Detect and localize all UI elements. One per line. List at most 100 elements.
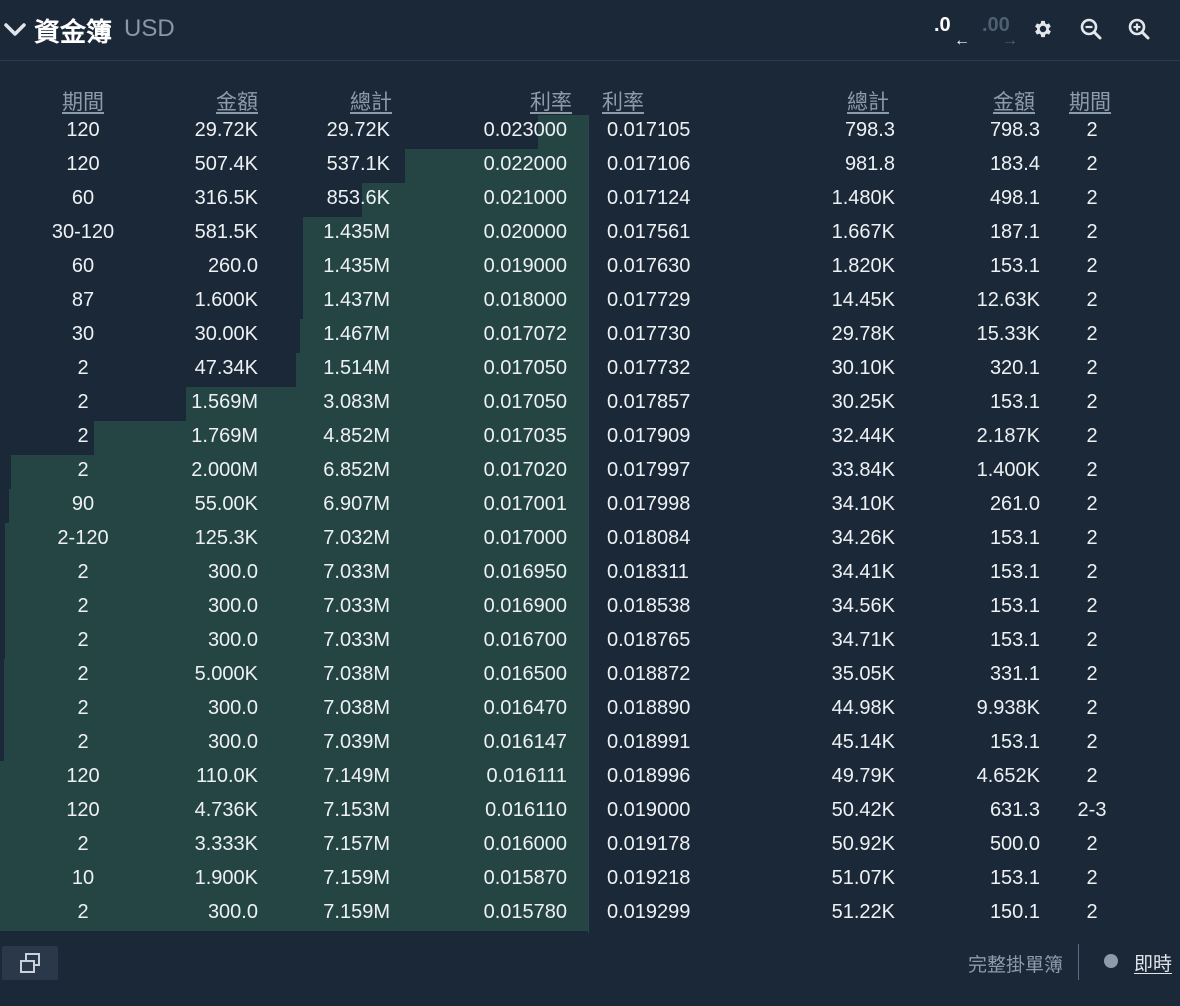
ask-row[interactable]: 0.017729 14.45K 12.63K 2: [0, 285, 1180, 319]
bid-total: 7.033M: [323, 629, 390, 651]
ask-rate: 0.017732: [607, 357, 691, 379]
bid-row[interactable]: 10 1.900K 7.159M 0.015870: [0, 863, 588, 897]
ask-row[interactable]: 0.017630 1.820K 153.1 2: [0, 251, 1180, 285]
ask-row[interactable]: 0.019178 50.92K 500.0 2: [0, 829, 1180, 863]
ask-period: 2: [1086, 595, 1098, 617]
currency-label: USD: [124, 15, 175, 42]
ask-row[interactable]: 0.019299 51.22K 150.1 2: [0, 897, 1180, 931]
ask-row[interactable]: 0.019000 50.42K 631.3 2-3: [0, 795, 1180, 829]
ask-total: 32.44K: [831, 425, 895, 447]
ask-row[interactable]: 0.018872 35.05K 331.1 2: [0, 659, 1180, 693]
ask-row[interactable]: 0.017909 32.44K 2.187K 2: [0, 421, 1180, 455]
ask-amount: 153.1: [989, 731, 1040, 753]
ask-period: 2: [1086, 527, 1098, 549]
ask-row[interactable]: 0.017998 34.10K 261.0 2: [0, 489, 1180, 523]
bid-rate: 0.017035: [483, 425, 567, 447]
bid-row[interactable]: 2 300.0 7.159M 0.015780: [0, 897, 588, 931]
settings-button[interactable]: [1028, 14, 1058, 44]
ask-total: 50.92K: [831, 833, 895, 855]
footer-separator: [1078, 944, 1079, 980]
ask-rate: 0.018538: [607, 595, 691, 617]
bid-row[interactable]: 120 29.72K 29.72K 0.023000: [0, 115, 588, 149]
bid-total: 1.435M: [323, 255, 390, 277]
ask-header-amount[interactable]: 金額: [993, 90, 1035, 114]
bid-row[interactable]: 2 300.0 7.038M 0.016470: [0, 693, 588, 727]
zoom-in-button[interactable]: [1124, 14, 1154, 44]
bid-row[interactable]: 120 4.736K 7.153M 0.016110: [0, 795, 588, 829]
ask-row[interactable]: 0.017124 1.480K 498.1 2: [0, 183, 1180, 217]
bid-row[interactable]: 90 55.00K 6.907M 0.017001: [0, 489, 588, 523]
live-toggle[interactable]: 即時: [1134, 953, 1173, 975]
ask-row[interactable]: 0.017730 29.78K 15.33K 2: [0, 319, 1180, 353]
bid-header-rate[interactable]: 利率: [530, 90, 572, 114]
ask-row[interactable]: 0.018991 45.14K 153.1 2: [0, 727, 1180, 761]
decrease-precision-button[interactable]: .0 ←: [932, 10, 972, 50]
bid-row[interactable]: 87 1.600K 1.437M 0.018000: [0, 285, 588, 319]
increase-precision-button[interactable]: .00 →: [980, 10, 1020, 50]
ask-amount: 183.4: [989, 153, 1040, 175]
zoom-out-button[interactable]: [1076, 14, 1106, 44]
bid-total: 6.907M: [323, 493, 390, 515]
ask-header-period[interactable]: 期間: [1069, 90, 1111, 114]
ask-row[interactable]: 0.017997 33.84K 1.400K 2: [0, 455, 1180, 489]
ask-rate: 0.018765: [607, 629, 691, 651]
bid-amount: 5.000K: [194, 663, 258, 685]
bid-rate: 0.016111: [486, 765, 567, 787]
ask-row[interactable]: 0.017105 798.3 798.3 2: [0, 115, 1180, 149]
bid-total: 29.72K: [326, 119, 390, 141]
ask-row[interactable]: 0.017732 30.10K 320.1 2: [0, 353, 1180, 387]
chevron-down-icon: [4, 23, 26, 36]
bid-row[interactable]: 2-120 125.3K 7.032M 0.017000: [0, 523, 588, 557]
ask-row[interactable]: 0.018765 34.71K 153.1 2: [0, 625, 1180, 659]
ask-rate: 0.018890: [607, 697, 691, 719]
bid-depth-bar: [300, 319, 588, 353]
bid-row[interactable]: 2 2.000M 6.852M 0.017020: [0, 455, 588, 489]
bid-amount: 47.34K: [194, 357, 258, 379]
bid-total: 7.153M: [323, 799, 390, 821]
bid-header-period[interactable]: 期間: [62, 90, 104, 114]
bid-row[interactable]: 2 3.333K 7.157M 0.016000: [0, 829, 588, 863]
bid-row[interactable]: 2 1.569M 3.083M 0.017050: [0, 387, 588, 421]
ask-header-rate[interactable]: 利率: [602, 90, 644, 114]
bid-amount: 1.900K: [194, 867, 258, 889]
bid-row[interactable]: 2 300.0 7.033M 0.016950: [0, 557, 588, 591]
bid-row[interactable]: 2 1.769M 4.852M 0.017035: [0, 421, 588, 455]
bid-row[interactable]: 2 300.0 7.033M 0.016900: [0, 591, 588, 625]
bid-row[interactable]: 30 30.00K 1.467M 0.017072: [0, 319, 588, 353]
ask-amount: 798.3: [989, 119, 1040, 141]
bid-row[interactable]: 2 5.000K 7.038M 0.016500: [0, 659, 588, 693]
bid-total: 1.467M: [323, 323, 390, 345]
bid-depth-bar: [4, 727, 588, 761]
ask-row[interactable]: 0.017561 1.667K 187.1 2: [0, 217, 1180, 251]
ask-row[interactable]: 0.018311 34.41K 153.1 2: [0, 557, 1180, 591]
ask-period: 2-3: [1077, 799, 1107, 821]
bid-header-amount[interactable]: 金額: [216, 90, 258, 114]
bid-row[interactable]: 30-120 581.5K 1.435M 0.020000: [0, 217, 588, 251]
bid-row[interactable]: 2 300.0 7.033M 0.016700: [0, 625, 588, 659]
bid-row[interactable]: 2 47.34K 1.514M 0.017050: [0, 353, 588, 387]
ask-row[interactable]: 0.018538 34.56K 153.1 2: [0, 591, 1180, 625]
full-book-link[interactable]: 完整掛單簿: [968, 954, 1064, 976]
collapse-button[interactable]: [2, 16, 28, 44]
bid-row[interactable]: 60 316.5K 853.6K 0.021000: [0, 183, 588, 217]
bid-row[interactable]: 2 300.0 7.039M 0.016147: [0, 727, 588, 761]
ask-row[interactable]: 0.017857 30.25K 153.1 2: [0, 387, 1180, 421]
popout-button[interactable]: [2, 946, 58, 980]
bid-row[interactable]: 60 260.0 1.435M 0.019000: [0, 251, 588, 285]
ask-amount: 153.1: [989, 391, 1040, 413]
ask-row[interactable]: 0.018084 34.26K 153.1 2: [0, 523, 1180, 557]
ask-row[interactable]: 0.019218 51.07K 153.1 2: [0, 863, 1180, 897]
ask-row[interactable]: 0.017106 981.8 183.4 2: [0, 149, 1180, 183]
bid-period: 2: [77, 629, 89, 651]
bid-row[interactable]: 120 507.4K 537.1K 0.022000: [0, 149, 588, 183]
bid-amount: 2.000M: [191, 459, 258, 481]
bid-row[interactable]: 120 110.0K 7.149M 0.016111: [0, 761, 588, 795]
ask-period: 2: [1086, 867, 1098, 889]
bid-header-total[interactable]: 總計: [350, 90, 392, 114]
bid-amount: 300.0: [207, 561, 258, 583]
ask-row[interactable]: 0.018890 44.98K 9.938K 2: [0, 693, 1180, 727]
ask-period: 2: [1086, 255, 1098, 277]
ask-header-total[interactable]: 總計: [847, 90, 889, 114]
ask-row[interactable]: 0.018996 49.79K 4.652K 2: [0, 761, 1180, 795]
